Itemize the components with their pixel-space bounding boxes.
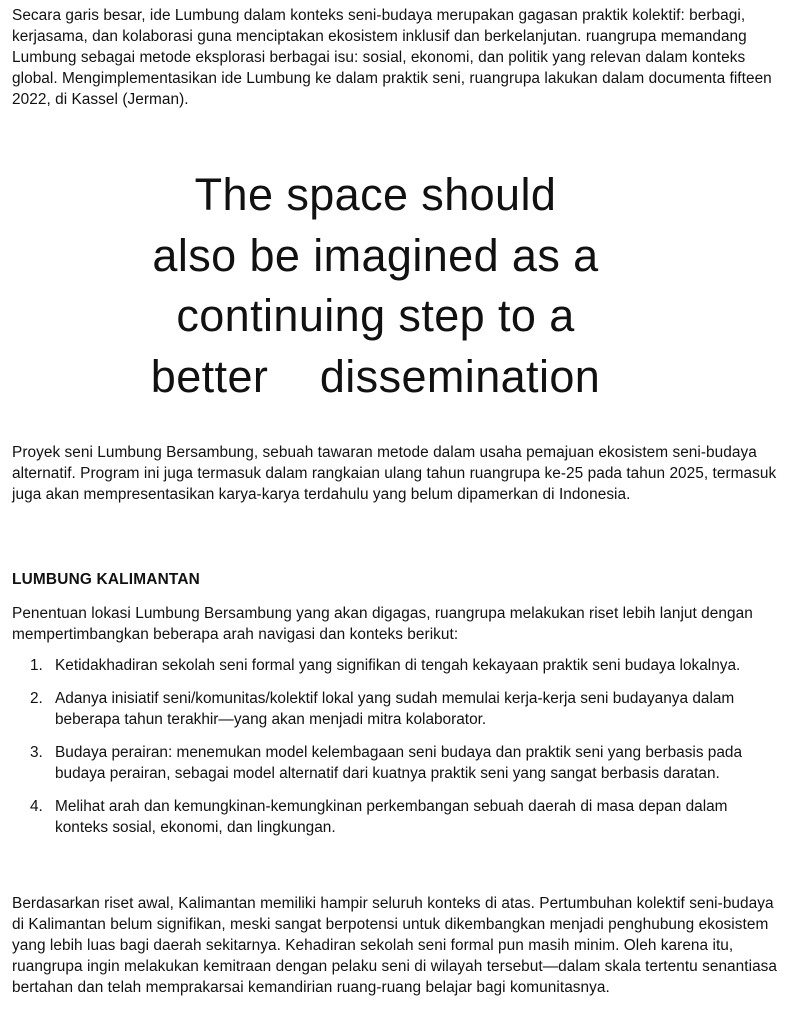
pull-quote-line: continuing step to a (176, 290, 575, 341)
pull-quote-line: also be imagined as a (152, 229, 599, 281)
list-item-text: Adanya inisiatif seni/komunitas/kolektif… (55, 690, 735, 728)
section-lead-paragraph: Penentuan lokasi Lumbung Bersambung yang… (12, 605, 753, 643)
intro-paragraph: Secara garis besar, ide Lumbung dalam ko… (12, 7, 772, 108)
list-item: 2. Adanya inisiatif seni/komunitas/kolek… (12, 688, 782, 730)
section-heading: LUMBUNG KALIMANTAN (12, 571, 200, 588)
pull-quote-line: The space should (194, 169, 557, 220)
project-paragraph: Proyek seni Lumbung Bersambung, sebuah t… (12, 444, 777, 503)
list-item-text: Budaya perairan: menemukan model kelemba… (55, 744, 743, 782)
list-item: 3. Budaya perairan: menemukan model kele… (12, 742, 782, 784)
list-item: 1. Ketidakhadiran sekolah seni formal ya… (12, 655, 782, 676)
pull-quote-line: better dissemination (150, 350, 601, 402)
list-item-number: 4. (30, 798, 43, 815)
list-item-text: Melihat arah dan kemungkinan-kemungkinan… (55, 798, 728, 836)
list-item-number: 1. (30, 657, 43, 674)
criteria-list: 1. Ketidakhadiran sekolah seni formal ya… (12, 655, 782, 850)
list-item-text: Ketidakhadiran sekolah seni formal yang … (55, 657, 741, 674)
list-item: 4. Melihat arah dan kemungkinan-kemungki… (12, 796, 782, 838)
closing-paragraph: Berdasarkan riset awal, Kalimantan memil… (12, 895, 778, 996)
list-item-number: 3. (30, 744, 43, 761)
list-item-number: 2. (30, 690, 43, 707)
pull-quote: The space should also be imagined as a c… (0, 165, 751, 407)
